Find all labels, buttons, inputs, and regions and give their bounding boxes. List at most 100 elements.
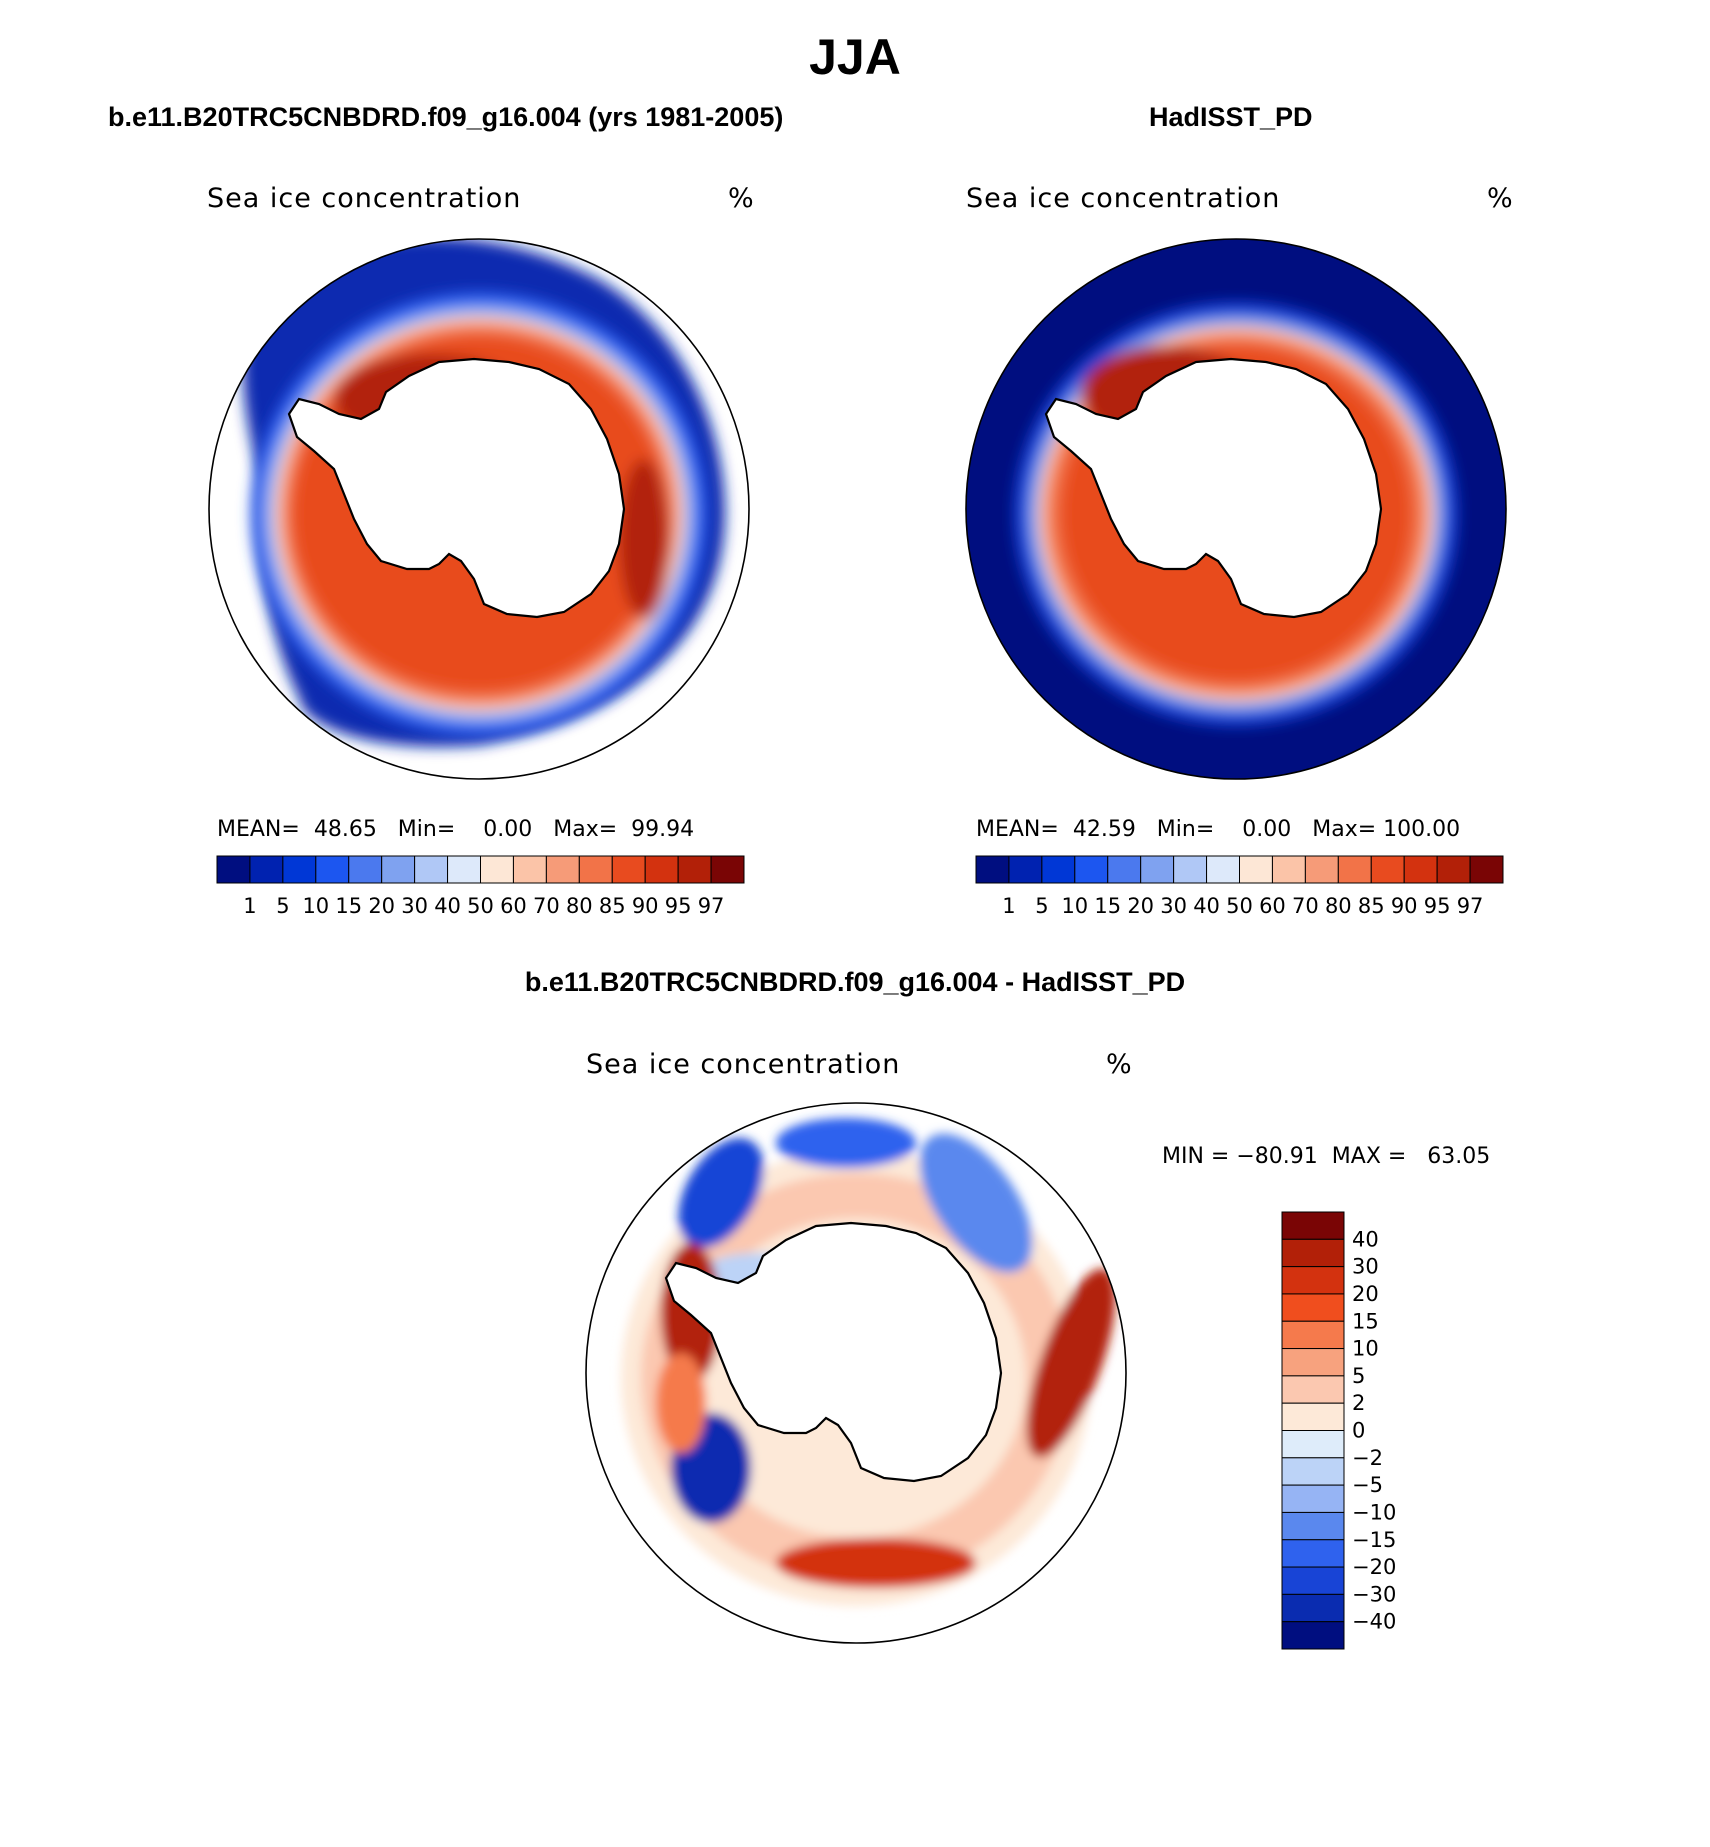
obs-colorbar-tick-label: 10 <box>1061 894 1088 918</box>
model-colorbar-tick-label: 95 <box>665 894 692 918</box>
obs-colorbar-tick-label: 70 <box>1292 894 1319 918</box>
obs-units-label: % <box>1487 183 1514 214</box>
diff-colorbar-swatch <box>1281 1266 1345 1295</box>
diff-max-label: MAX = <box>1331 1144 1407 1169</box>
model-min-label: Min= <box>397 817 456 842</box>
diff-colorbar-tick-label: −15 <box>1352 1528 1396 1552</box>
diff-colorbar-tick-label: −20 <box>1352 1555 1396 1579</box>
obs-colorbar-swatch <box>1370 855 1405 884</box>
diff-colorbar-swatch <box>1281 1457 1345 1486</box>
model-stats: MEAN= 48.65 Min= 0.00 Max= 99.94 <box>217 817 694 842</box>
diff-min: −80.91 <box>1236 1144 1318 1169</box>
model-colorbar-swatch <box>677 855 712 884</box>
diff-colorbar-tick-label: 2 <box>1352 1391 1365 1415</box>
obs-panel-title: HadISST_PD <box>1149 102 1313 132</box>
model-variable-label: Sea ice concentration <box>207 183 522 214</box>
obs-colorbar-swatch <box>1239 855 1273 884</box>
obs-colorbar-swatch <box>1173 855 1208 884</box>
diff-colorbar-swatch <box>1281 1539 1345 1568</box>
diff-colorbar-swatch <box>1281 1621 1345 1650</box>
diff-min-label: MIN = <box>1162 1144 1230 1169</box>
diff-colorbar-tick-label: 40 <box>1352 1227 1379 1251</box>
obs-colorbar-tick-label: 85 <box>1358 894 1385 918</box>
model-mean-label: MEAN= <box>217 817 300 842</box>
obs-colorbar-swatch <box>1436 855 1471 884</box>
model-colorbar-tick-label: 5 <box>276 894 289 918</box>
model-colorbar-tick-label: 10 <box>302 894 329 918</box>
diff-colorbar-swatch <box>1281 1430 1345 1459</box>
obs-colorbar-swatch <box>1074 855 1109 884</box>
obs-mean-label: MEAN= <box>976 817 1059 842</box>
model-colorbar-swatch <box>381 855 416 884</box>
diff-colorbar-tick-label: −10 <box>1352 1500 1396 1524</box>
obs-colorbar-swatch <box>1206 855 1240 884</box>
obs-colorbar-tick-label: 90 <box>1391 894 1418 918</box>
obs-colorbar-tick-label: 5 <box>1035 894 1048 918</box>
model-colorbar-swatch <box>282 855 317 884</box>
model-colorbar-tick-label: 40 <box>434 894 461 918</box>
model-colorbar-tick-label: 30 <box>401 894 428 918</box>
model-units-label: % <box>728 183 755 214</box>
diff-colorbar-swatch <box>1281 1211 1345 1240</box>
obs-colorbar-tick-label: 95 <box>1424 894 1451 918</box>
obs-colorbar-tick-label: 15 <box>1094 894 1121 918</box>
model-colorbar-tick-label: 15 <box>335 894 362 918</box>
model-colorbar-swatch <box>512 855 547 884</box>
diff-colorbar-tick-label: 10 <box>1352 1337 1379 1361</box>
diff-colorbar-swatch <box>1281 1511 1345 1541</box>
model-colorbar-tick-label: 20 <box>368 894 395 918</box>
obs-max-label: Max= <box>1312 817 1377 842</box>
diff-colorbar-tick-label: −40 <box>1352 1610 1396 1634</box>
diff-colorbar-swatch <box>1281 1484 1345 1513</box>
model-colorbar-tick-label: 60 <box>500 894 527 918</box>
obs-stats: MEAN= 42.59 Min= 0.00 Max= 100.00 <box>976 817 1460 842</box>
obs-colorbar-swatch <box>1337 855 1372 884</box>
obs-colorbar-tick-label: 40 <box>1193 894 1220 918</box>
diff-map <box>585 1102 1127 1644</box>
obs-colorbar-swatch <box>1271 855 1306 884</box>
obs-colorbar-swatch <box>1469 855 1504 884</box>
diff-colorbar-swatch <box>1281 1320 1345 1350</box>
diff-variable-label: Sea ice concentration <box>586 1049 901 1080</box>
obs-colorbar-swatch <box>1140 855 1175 884</box>
obs-min-label: Min= <box>1156 817 1215 842</box>
diff-colorbar-swatch <box>1281 1402 1345 1431</box>
obs-colorbar-swatch <box>1304 855 1339 884</box>
obs-colorbar-tick-label: 60 <box>1259 894 1286 918</box>
diff-colorbar-tick-label: −5 <box>1352 1473 1383 1497</box>
model-colorbar-swatch <box>315 855 350 884</box>
model-colorbar-tick-label: 50 <box>467 894 494 918</box>
obs-colorbar-swatch <box>1107 855 1142 884</box>
diff-colorbar-swatch <box>1281 1238 1345 1268</box>
diff-colorbar-tick-label: 5 <box>1352 1364 1365 1388</box>
diff-colorbar-swatch <box>1281 1293 1345 1322</box>
obs-colorbar: 1 5 10 15 20 30 40 50 60 70 80 85 90 95 97 <box>975 855 1504 918</box>
obs-map <box>965 238 1507 780</box>
diff-colorbar-tick-label: 15 <box>1352 1309 1379 1333</box>
obs-max: 100.00 <box>1383 817 1461 842</box>
obs-colorbar-tick-label: 97 <box>1457 894 1484 918</box>
figure-title: JJA <box>809 29 901 85</box>
diff-colorbar-swatch <box>1281 1593 1345 1623</box>
model-colorbar-swatch <box>249 855 284 884</box>
model-colorbar-swatch <box>447 855 481 884</box>
model-colorbar-swatch <box>348 855 383 884</box>
model-colorbar-tick-label: 85 <box>599 894 626 918</box>
model-colorbar-swatch <box>216 855 251 884</box>
model-colorbar-swatch <box>710 855 745 884</box>
model-panel-title: b.e11.B20TRC5CNBDRD.f09_g16.004 (yrs 198… <box>108 102 784 132</box>
diff-colorbar-swatch <box>1281 1566 1345 1595</box>
diff-stats: MIN = −80.91 MAX = 63.05 <box>1162 1144 1490 1169</box>
model-colorbar-tick-label: 80 <box>566 894 593 918</box>
model-colorbar-tick-label: 97 <box>698 894 725 918</box>
model-mean: 48.65 <box>313 817 377 842</box>
model-colorbar-swatch <box>578 855 613 884</box>
model-colorbar-swatch <box>545 855 580 884</box>
obs-colorbar-swatch <box>1008 855 1043 884</box>
obs-mean: 42.59 <box>1072 817 1136 842</box>
obs-colorbar-swatch <box>975 855 1010 884</box>
model-colorbar-swatch <box>644 855 679 884</box>
diff-max: 63.05 <box>1427 1144 1491 1169</box>
model-colorbar-swatch <box>480 855 514 884</box>
